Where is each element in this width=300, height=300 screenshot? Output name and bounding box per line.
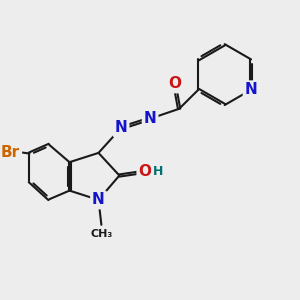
Text: O: O <box>138 164 152 179</box>
Text: Br: Br <box>1 145 20 160</box>
Text: O: O <box>168 76 181 92</box>
Text: N: N <box>92 192 105 207</box>
Text: CH₃: CH₃ <box>91 229 113 239</box>
Text: N: N <box>245 82 257 97</box>
Text: N: N <box>115 121 128 136</box>
Text: N: N <box>144 111 157 126</box>
Text: H: H <box>153 165 164 178</box>
